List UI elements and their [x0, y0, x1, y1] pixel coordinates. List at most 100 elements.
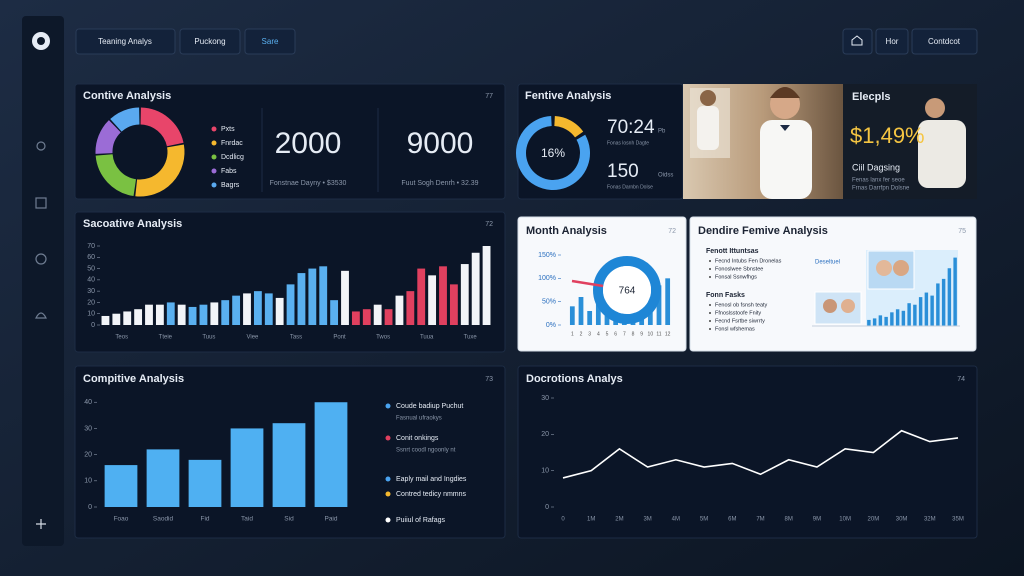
y-tick-label: 0	[91, 322, 95, 329]
y-tick-label: 30	[84, 425, 92, 432]
stat-unit: Oidss	[658, 173, 673, 179]
x-tick-label: Fid	[200, 516, 209, 523]
tab-label: Puckong	[194, 37, 225, 46]
note-text: Eaply mail and Ingdies	[396, 476, 467, 483]
bar	[482, 246, 491, 325]
gauge-label: 16%	[541, 146, 565, 160]
ring-segment	[135, 144, 185, 197]
sidebar-icons[interactable]	[35, 141, 47, 529]
tab-label: Sare	[262, 37, 279, 46]
section-item: Fonsl wfshemas	[715, 326, 755, 332]
y-tick-label: 0%	[546, 322, 556, 329]
button[interactable]	[911, 28, 978, 55]
panel-title: Docrotions Analys	[526, 373, 623, 385]
panel-title: Contive Analysis	[83, 90, 171, 102]
bar	[341, 270, 349, 325]
bar	[308, 268, 317, 325]
bar	[578, 297, 584, 325]
x-tick-label: 4M	[672, 517, 680, 523]
bar	[232, 295, 241, 325]
home-icon	[851, 35, 863, 46]
x-tick-label: 2M	[615, 517, 623, 523]
x-tick-label: Pont	[333, 335, 346, 341]
x-tick-label: 7	[623, 331, 626, 337]
bar	[286, 284, 295, 325]
bar	[867, 319, 871, 326]
x-tick-label: Tuxe	[464, 335, 478, 341]
y-tick-label: 50	[87, 265, 95, 272]
panel-badge: 77	[485, 93, 493, 100]
section-item: Fonsal Ssnwfhgs	[715, 274, 757, 280]
panel-title: Dendire Femive Analysis	[698, 225, 828, 237]
bar	[264, 293, 273, 325]
ring-segment	[516, 116, 590, 190]
x-tick-label: Foao	[114, 516, 129, 523]
ring-segment	[554, 116, 584, 138]
bar	[895, 309, 900, 326]
panel-title: Compitive Analysis	[83, 373, 184, 385]
kpi-label: Fuut Sogh Denrh • 32.39	[401, 180, 478, 187]
x-tick-label: Twos	[376, 335, 390, 341]
tab[interactable]	[179, 28, 241, 55]
tab[interactable]	[75, 28, 176, 55]
bar	[319, 266, 328, 325]
panel-badge: 72	[668, 228, 676, 235]
bar	[918, 297, 923, 326]
x-tick-label: 6	[614, 331, 617, 337]
x-tick-label: 1	[571, 331, 574, 337]
x-tick-label: 1M	[587, 517, 595, 523]
x-tick-label: Saodid	[153, 516, 174, 523]
promo-title: Elecpls	[852, 91, 891, 103]
panel-badge: 73	[485, 376, 493, 383]
note-dot	[385, 476, 391, 482]
ring-segment	[95, 120, 122, 154]
bar	[112, 313, 121, 325]
bar	[221, 300, 230, 325]
bullet	[709, 312, 711, 314]
x-tick-label: 5	[606, 331, 609, 337]
y-tick-label: 20	[84, 451, 92, 458]
panel	[517, 365, 978, 539]
bar	[449, 284, 458, 325]
section-heading: Fenott Ittuntsas	[706, 248, 759, 255]
donut-ring	[593, 256, 661, 324]
y-tick-label: 50%	[542, 299, 556, 306]
bar	[924, 292, 929, 326]
home-button[interactable]	[842, 28, 873, 55]
x-tick-label: 7M	[756, 517, 764, 523]
y-tick-label: 40	[84, 399, 92, 406]
bar	[145, 304, 153, 325]
button-label: Contdcot	[928, 37, 961, 46]
bar	[134, 309, 143, 325]
bar	[373, 304, 382, 325]
legend-label: Fnrdac	[221, 140, 243, 147]
tab[interactable]	[244, 28, 296, 55]
bar	[146, 449, 180, 507]
y-tick-label: 10	[541, 468, 549, 475]
bar	[104, 465, 138, 507]
line	[562, 429, 959, 479]
y-tick-label: 30	[87, 288, 95, 295]
bullet	[709, 328, 711, 330]
legend-label: Dcdlicg	[221, 154, 244, 161]
ring-segment	[110, 107, 140, 132]
note-dot	[385, 435, 391, 441]
bar	[460, 264, 469, 325]
y-tick-label: 0	[545, 504, 549, 511]
x-tick-label: 12	[665, 331, 671, 337]
section-item: Ffnoslsstoofe Fnity	[715, 310, 761, 316]
bar	[665, 278, 671, 325]
promo-line: Fenas lanx fer seoe	[852, 178, 905, 184]
note-sub: Fasnual ufraokys	[396, 416, 442, 422]
note-dot	[385, 491, 391, 497]
button[interactable]	[875, 28, 909, 55]
bar	[872, 318, 877, 326]
y-tick-label: 10	[84, 478, 92, 485]
bar	[384, 309, 393, 325]
section-item: Fecnd Fsrtbe siwrrty	[715, 318, 765, 324]
x-tick-label: Tteie	[159, 335, 173, 341]
promo-person	[918, 120, 966, 188]
legend-dot	[211, 140, 217, 146]
x-tick-label: Taid	[241, 516, 253, 523]
legend-label: Bagrs	[221, 182, 240, 189]
